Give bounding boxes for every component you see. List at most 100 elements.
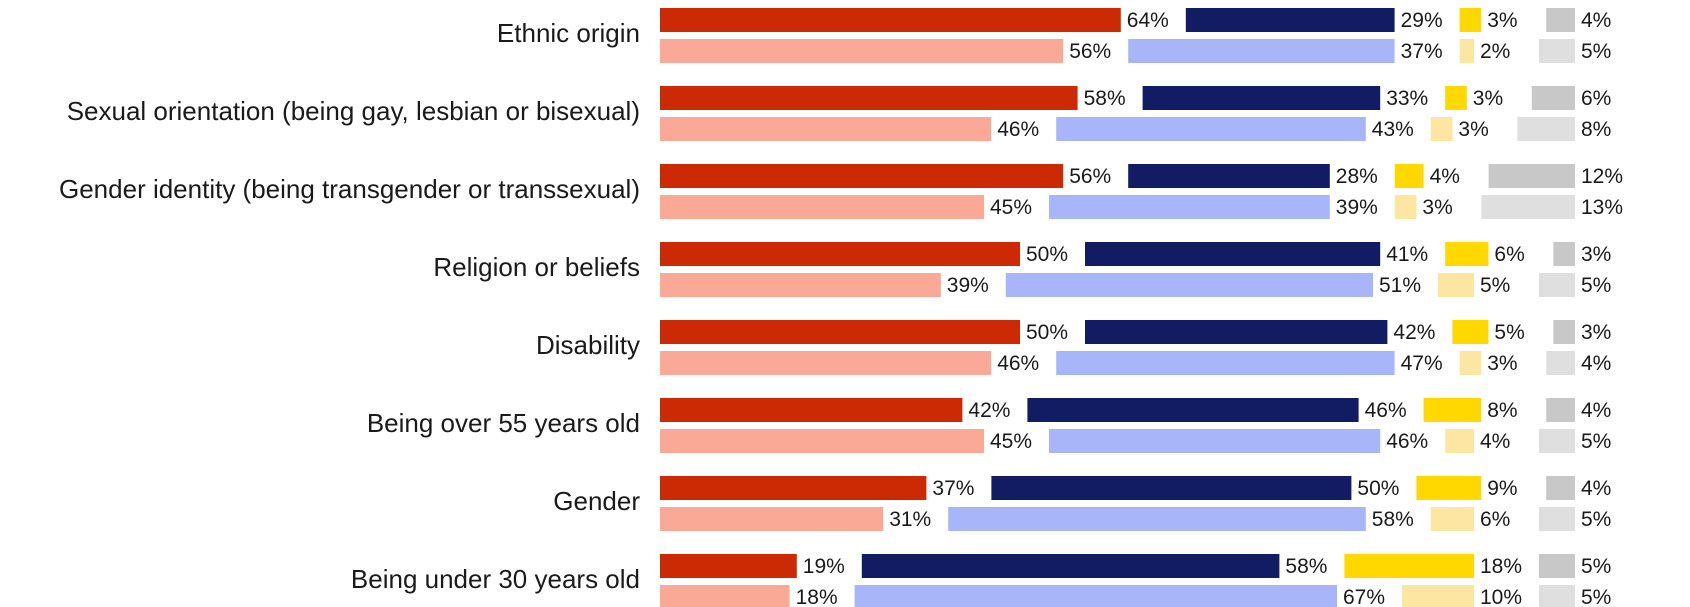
- bar-segment: [660, 320, 1020, 344]
- value-label: 3%: [1581, 321, 1611, 344]
- bar-segment: [1531, 86, 1575, 110]
- bar-segment: [1085, 320, 1388, 344]
- value-label: 6%: [1494, 243, 1524, 266]
- value-label: 13%: [1581, 196, 1623, 219]
- value-label: 5%: [1581, 40, 1611, 63]
- bar-segment: [1056, 351, 1395, 375]
- bar-segment: [660, 117, 992, 141]
- value-label: 3%: [1581, 243, 1611, 266]
- bar-segment: [948, 507, 1366, 531]
- value-label: 67%: [1343, 586, 1385, 607]
- value-label: 8%: [1581, 118, 1611, 141]
- value-label: 51%: [1379, 274, 1421, 297]
- value-label: 58%: [1372, 508, 1414, 531]
- value-label: 3%: [1422, 196, 1452, 219]
- value-label: 41%: [1386, 243, 1428, 266]
- value-label: 43%: [1372, 118, 1414, 141]
- value-label: 4%: [1430, 165, 1460, 188]
- bar-segment: [660, 585, 790, 607]
- bar-segment: [660, 507, 884, 531]
- value-label: 4%: [1581, 399, 1611, 422]
- bar-segment: [1445, 86, 1467, 110]
- bar-segment: [861, 554, 1280, 578]
- value-label: 56%: [1069, 40, 1111, 63]
- value-label: 5%: [1581, 274, 1611, 297]
- value-label: 47%: [1401, 352, 1443, 375]
- bar-segment: [1539, 273, 1575, 297]
- value-label: 6%: [1581, 87, 1611, 110]
- value-label: 50%: [1357, 477, 1399, 500]
- value-label: 33%: [1386, 87, 1428, 110]
- bar-segment: [1459, 39, 1474, 63]
- value-label: 58%: [1285, 555, 1327, 578]
- value-label: 58%: [1084, 87, 1126, 110]
- bar-segment: [1459, 351, 1482, 375]
- bar-segment: [1539, 507, 1575, 531]
- value-label: 3%: [1487, 9, 1517, 32]
- bar-segment: [1344, 554, 1474, 578]
- bar-segment: [1430, 117, 1453, 141]
- value-label: 8%: [1487, 399, 1517, 422]
- value-label: 56%: [1069, 165, 1111, 188]
- value-label: 3%: [1458, 118, 1488, 141]
- bar-segment: [1546, 398, 1575, 422]
- bar-segment: [660, 429, 984, 453]
- bar-segment: [660, 398, 963, 422]
- category-label: Being under 30 years old: [351, 564, 640, 594]
- value-label: 39%: [1336, 196, 1378, 219]
- bar-segment: [660, 86, 1078, 110]
- value-label: 18%: [796, 586, 838, 607]
- value-label: 45%: [990, 196, 1032, 219]
- bar-segment: [1416, 476, 1482, 500]
- bar-segment: [1056, 117, 1366, 141]
- value-label: 5%: [1581, 555, 1611, 578]
- value-label: 5%: [1581, 508, 1611, 531]
- bar-segment: [1402, 585, 1474, 607]
- bar-segment: [1142, 86, 1381, 110]
- value-label: 46%: [997, 352, 1039, 375]
- bar-segment: [1049, 195, 1330, 219]
- bar-segment: [1481, 195, 1575, 219]
- bar-segment: [1517, 117, 1575, 141]
- value-label: 28%: [1336, 165, 1378, 188]
- value-label: 4%: [1581, 352, 1611, 375]
- value-label: 12%: [1581, 165, 1623, 188]
- category-label: Being over 55 years old: [367, 408, 640, 438]
- value-label: 46%: [997, 118, 1039, 141]
- bar-segment: [1394, 164, 1424, 188]
- bar-segment: [660, 242, 1020, 266]
- bar-segment: [1423, 398, 1482, 422]
- value-label: 5%: [1581, 586, 1611, 607]
- bar-segment: [1539, 554, 1575, 578]
- value-label: 31%: [889, 508, 931, 531]
- value-label: 37%: [1401, 40, 1443, 63]
- bar-segment: [1128, 39, 1395, 63]
- value-label: 6%: [1480, 508, 1510, 531]
- value-label: 37%: [932, 477, 974, 500]
- value-label: 18%: [1480, 555, 1522, 578]
- value-label: 39%: [947, 274, 989, 297]
- bar-segment: [660, 39, 1064, 63]
- category-label: Sexual orientation (being gay, lesbian o…: [67, 96, 640, 126]
- bar-segment: [1085, 242, 1381, 266]
- bar-segment: [660, 164, 1064, 188]
- bar-segment: [660, 351, 992, 375]
- value-label: 42%: [968, 399, 1010, 422]
- bar-segment: [660, 273, 941, 297]
- value-label: 5%: [1581, 430, 1611, 453]
- value-label: 19%: [803, 555, 845, 578]
- value-label: 5%: [1494, 321, 1524, 344]
- bar-segment: [1185, 8, 1395, 32]
- bar-segment: [1049, 429, 1381, 453]
- category-label: Gender: [553, 486, 640, 516]
- value-label: 50%: [1026, 243, 1068, 266]
- value-label: 10%: [1480, 586, 1522, 607]
- bar-segment: [1394, 195, 1417, 219]
- bar-segment: [1459, 8, 1482, 32]
- value-label: 46%: [1386, 430, 1428, 453]
- category-label: Religion or beliefs: [433, 252, 640, 282]
- bar-segment: [1553, 242, 1575, 266]
- bar-segment: [1005, 273, 1373, 297]
- bar-segment: [854, 585, 1337, 607]
- bar-segment: [1539, 39, 1575, 63]
